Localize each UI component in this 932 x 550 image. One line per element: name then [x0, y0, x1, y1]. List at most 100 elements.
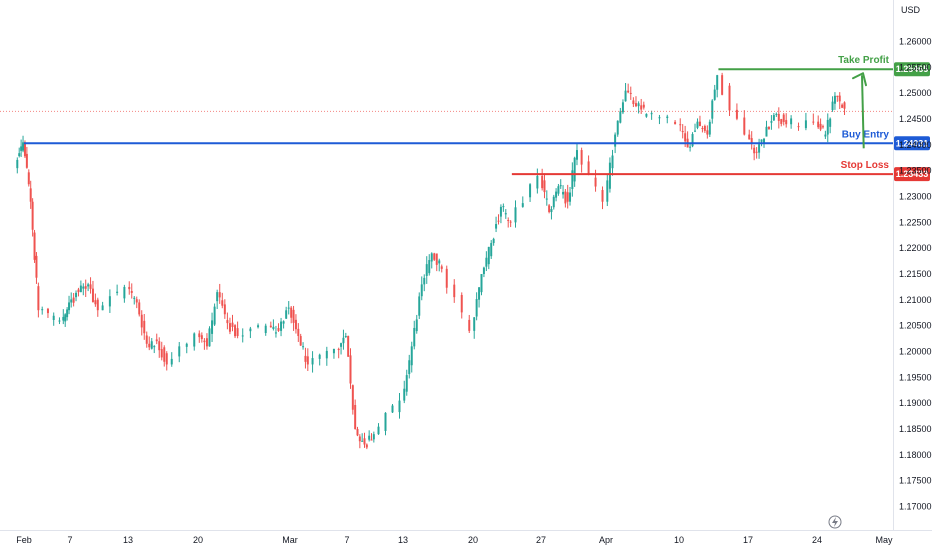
candle-body: [475, 299, 478, 317]
candle-body: [25, 153, 28, 168]
candle-body: [325, 350, 328, 359]
candle-body: [365, 444, 368, 448]
candle-body: [413, 327, 416, 347]
candle-body: [420, 284, 423, 297]
candle-body: [684, 133, 687, 142]
candle-body: [765, 126, 768, 137]
candle-body: [84, 286, 87, 289]
candle-body: [548, 205, 551, 213]
candle-body: [566, 192, 569, 202]
candle-body: [340, 343, 343, 347]
candle-body: [377, 426, 380, 435]
candle-body: [23, 142, 26, 157]
candle-body: [91, 288, 94, 302]
candle-body: [772, 115, 775, 121]
candle-body: [405, 375, 408, 392]
candle-body: [96, 299, 99, 311]
candle-body: [423, 277, 426, 285]
candle-body: [344, 336, 347, 338]
candle-body: [304, 355, 307, 362]
candle-body: [236, 328, 239, 337]
x-tick-label: 27: [536, 535, 546, 545]
y-tick-label: 1.22000: [899, 243, 932, 253]
candle-body: [440, 266, 443, 269]
candle-body: [280, 321, 283, 331]
candle-body: [205, 338, 208, 347]
candle-body: [384, 412, 387, 431]
candle-body: [77, 289, 80, 293]
candle-body: [140, 314, 143, 328]
candle-body: [679, 124, 682, 126]
candle-body: [763, 138, 766, 145]
candle-body: [35, 255, 38, 278]
y-tick-label: 1.19500: [899, 372, 932, 382]
price-tag-label: 1.23433: [896, 169, 929, 179]
candle-body: [277, 328, 280, 331]
candle-body: [160, 349, 163, 358]
candle-body: [698, 121, 701, 127]
candle-body: [545, 198, 548, 200]
x-tick-label: 17: [743, 535, 753, 545]
level-label: Buy Entry: [842, 129, 890, 140]
x-tick-label: 13: [398, 535, 408, 545]
candle-body: [94, 300, 97, 305]
candle-body: [218, 292, 221, 298]
candle-body: [836, 95, 839, 97]
candle-body: [606, 180, 609, 202]
candle-body: [33, 232, 36, 260]
candle-body: [495, 224, 498, 229]
candle-body: [580, 150, 583, 165]
candle-body: [790, 118, 793, 125]
candle-body: [571, 170, 574, 190]
candle-body: [611, 155, 614, 169]
y-tick-label: 1.22500: [899, 217, 932, 227]
candle-body: [711, 100, 714, 119]
candle-body: [555, 191, 558, 198]
candle-body: [226, 320, 229, 324]
candle-body: [642, 104, 645, 108]
x-tick-label: Feb: [16, 535, 32, 545]
candle-body: [52, 315, 55, 321]
candle-body: [249, 328, 252, 332]
candle-body: [79, 285, 82, 293]
candle-body: [287, 307, 290, 309]
candle-body: [485, 257, 488, 267]
candle-body: [529, 184, 532, 198]
candle-body: [490, 243, 493, 257]
currency-label: USD: [901, 5, 921, 15]
candle-body: [666, 116, 669, 118]
candle-body: [841, 104, 844, 108]
candle-body: [372, 434, 375, 440]
x-tick-label: 10: [674, 535, 684, 545]
candle-body: [211, 320, 214, 334]
candle-body: [133, 297, 136, 299]
candle-body: [634, 103, 637, 107]
candle-body: [198, 333, 201, 338]
candle-body: [632, 100, 635, 105]
candle-body: [536, 175, 539, 189]
y-tick-label: 1.25000: [899, 88, 932, 98]
candle-body: [817, 121, 820, 128]
candle-body: [445, 268, 448, 288]
x-tick-label: 13: [123, 535, 133, 545]
candle-body: [428, 260, 431, 274]
candle-body: [398, 400, 401, 413]
price-tag: [894, 167, 930, 182]
candle-body: [408, 360, 411, 375]
price-tag-label: 1.24031: [896, 138, 929, 148]
candle-body: [415, 319, 418, 332]
candle-body: [231, 322, 234, 327]
candle-body: [627, 90, 630, 93]
candle-body: [370, 439, 373, 441]
candle-body: [153, 346, 156, 348]
candle-body: [838, 95, 841, 102]
candle-body: [66, 309, 69, 318]
time-axis: Feb 7 13 20 Mar 7 13 20 27 Apr 10 17 24 May: [16, 535, 893, 545]
candle-body: [361, 440, 364, 442]
candle-body: [775, 113, 778, 115]
candle-body: [148, 343, 151, 348]
candle-body: [143, 320, 146, 334]
candle-body: [27, 172, 30, 185]
y-tick-label: 1.23000: [899, 192, 932, 202]
